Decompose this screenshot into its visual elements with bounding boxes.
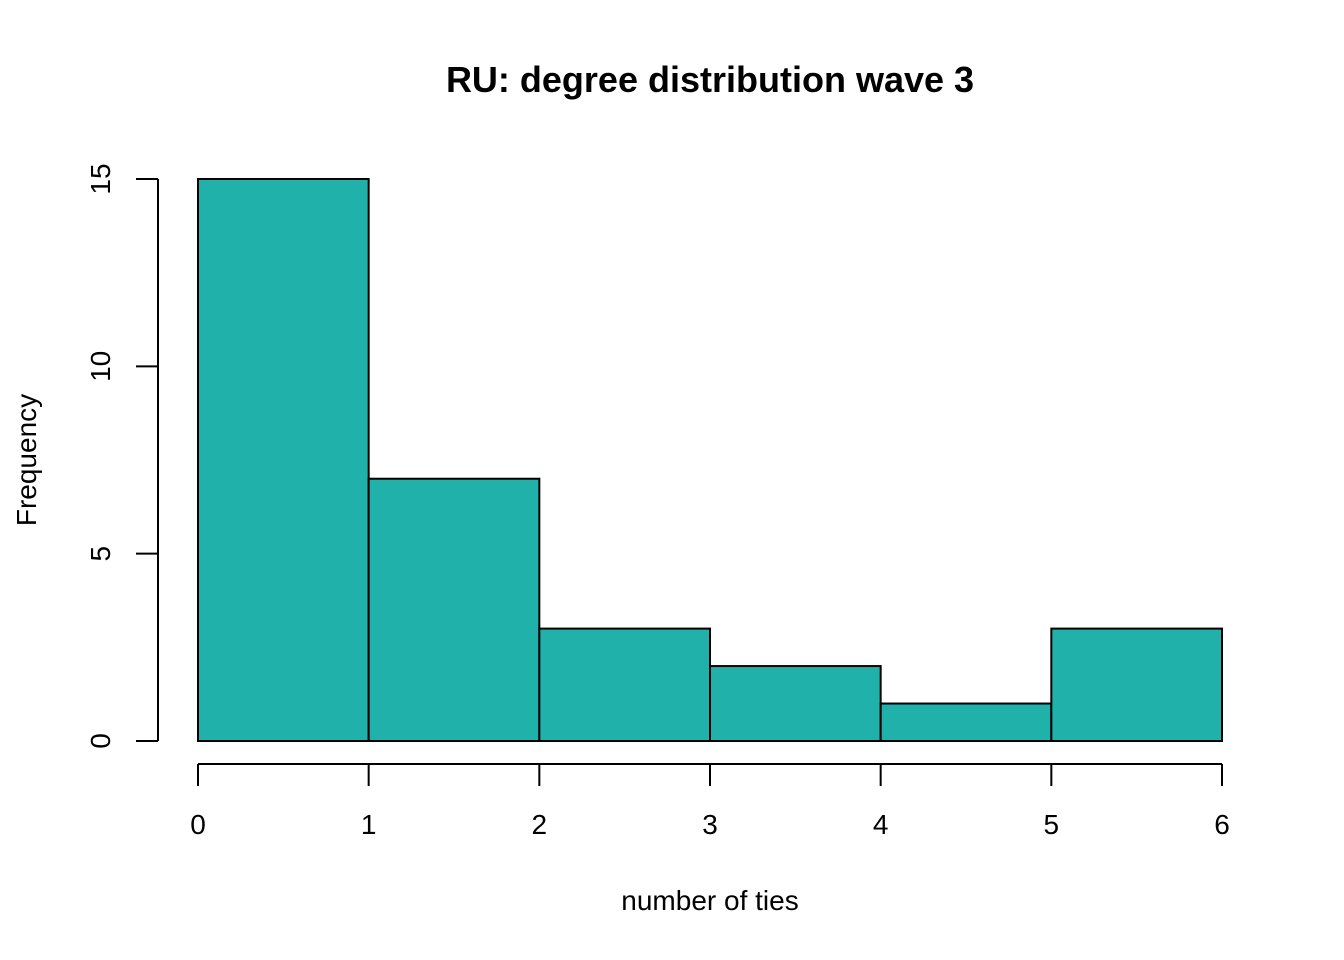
histogram-bar-4: [879, 702, 1053, 742]
bars-group: [197, 178, 1224, 742]
y-axis: 0 5 10 15: [85, 163, 159, 749]
histogram-bar-3: [709, 665, 882, 742]
x-tick-label-6: 6: [1214, 809, 1230, 840]
histogram-bar-1: [367, 477, 541, 742]
y-axis-label: Frequency: [11, 394, 42, 526]
x-axis: 0 1 2 3 4 5 6: [190, 763, 1230, 840]
x-tick-label-3: 3: [702, 809, 718, 840]
y-tick-label-1: 5: [85, 546, 116, 562]
y-tick-label-0: 0: [85, 733, 116, 749]
x-tick-label-2: 2: [532, 809, 548, 840]
y-tick-label-3: 15: [85, 163, 116, 194]
histogram-bar-0: [197, 178, 370, 742]
x-tick-label-0: 0: [190, 809, 206, 840]
histogram-bar-2: [538, 627, 711, 742]
histogram-bar-5: [1050, 627, 1224, 742]
x-tick-label-5: 5: [1044, 809, 1060, 840]
x-axis-label: number of ties: [621, 885, 798, 916]
x-tick-label-1: 1: [361, 809, 377, 840]
chart-title: RU: degree distribution wave 3: [446, 59, 974, 100]
x-tick-label-4: 4: [873, 809, 889, 840]
y-tick-label-2: 10: [85, 351, 116, 382]
